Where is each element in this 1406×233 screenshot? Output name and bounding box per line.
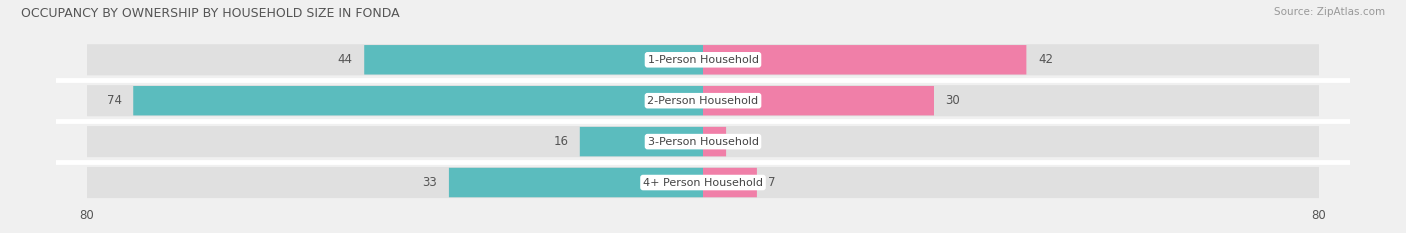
FancyBboxPatch shape — [87, 126, 1319, 157]
FancyBboxPatch shape — [87, 167, 1319, 198]
Text: 1-Person Household: 1-Person Household — [648, 55, 758, 65]
Text: 74: 74 — [107, 94, 122, 107]
FancyBboxPatch shape — [703, 127, 725, 156]
FancyBboxPatch shape — [703, 45, 1026, 75]
FancyBboxPatch shape — [449, 168, 703, 197]
Text: OCCUPANCY BY OWNERSHIP BY HOUSEHOLD SIZE IN FONDA: OCCUPANCY BY OWNERSHIP BY HOUSEHOLD SIZE… — [21, 7, 399, 20]
FancyBboxPatch shape — [87, 85, 1319, 116]
Text: Source: ZipAtlas.com: Source: ZipAtlas.com — [1274, 7, 1385, 17]
FancyBboxPatch shape — [579, 127, 703, 156]
FancyBboxPatch shape — [364, 45, 703, 75]
Text: 2-Person Household: 2-Person Household — [647, 96, 759, 106]
FancyBboxPatch shape — [87, 44, 1319, 75]
Text: 16: 16 — [553, 135, 568, 148]
Text: 3-Person Household: 3-Person Household — [648, 137, 758, 147]
Text: 44: 44 — [337, 53, 353, 66]
Text: 7: 7 — [769, 176, 776, 189]
Text: 30: 30 — [946, 94, 960, 107]
FancyBboxPatch shape — [134, 86, 703, 115]
Text: 42: 42 — [1038, 53, 1053, 66]
Text: 3: 3 — [738, 135, 745, 148]
Text: 33: 33 — [423, 176, 437, 189]
FancyBboxPatch shape — [703, 168, 756, 197]
FancyBboxPatch shape — [703, 86, 934, 115]
Text: 4+ Person Household: 4+ Person Household — [643, 178, 763, 188]
